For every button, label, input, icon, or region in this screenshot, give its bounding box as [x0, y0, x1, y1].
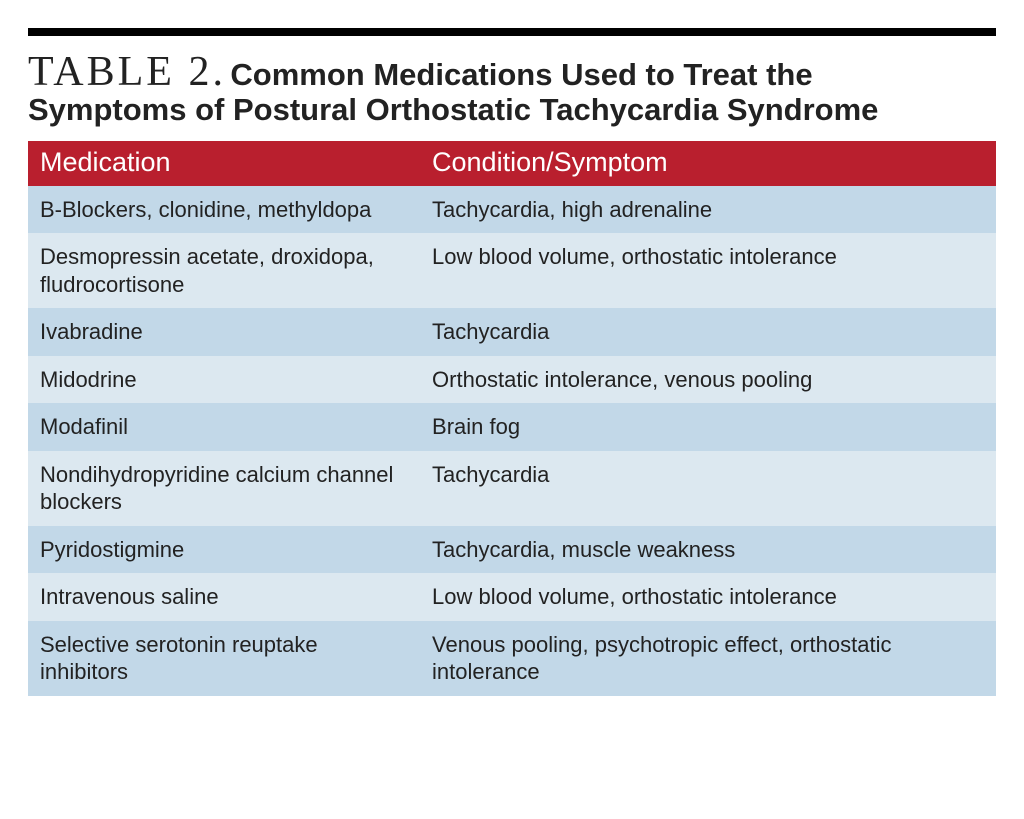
cell-condition: Low blood volume, orthostatic intoleranc…: [420, 233, 996, 308]
cell-condition: Venous pooling, psychotropic effect, ort…: [420, 621, 996, 696]
table-body: B-Blockers, clonidine, methyldopaTachyca…: [28, 186, 996, 696]
cell-condition: Tachycardia, high adrenaline: [420, 186, 996, 234]
table-number-label: TABLE 2.: [28, 49, 226, 95]
cell-medication: B-Blockers, clonidine, methyldopa: [28, 186, 420, 234]
cell-medication: Modafinil: [28, 403, 420, 451]
cell-medication: Selective serotonin reuptake inhibitors: [28, 621, 420, 696]
table-title-line1: Common Medications Used to Treat the: [230, 57, 812, 92]
table-row: ModafinilBrain fog: [28, 403, 996, 451]
table-row: Selective serotonin reuptake inhibitorsV…: [28, 621, 996, 696]
cell-condition: Orthostatic intolerance, venous pooling: [420, 356, 996, 404]
cell-medication: Ivabradine: [28, 308, 420, 356]
page-wrap: TABLE 2. Common Medications Used to Trea…: [0, 0, 1024, 696]
cell-medication: Nondihydropyridine calcium channel block…: [28, 451, 420, 526]
cell-condition: Brain fog: [420, 403, 996, 451]
cell-condition: Tachycardia: [420, 451, 996, 526]
medications-table: Medication Condition/Symptom B-Blockers,…: [28, 141, 996, 696]
top-rule: [28, 28, 996, 36]
table-row: Intravenous salineLow blood volume, orth…: [28, 573, 996, 621]
table-header-row: Medication Condition/Symptom: [28, 141, 996, 186]
table-row: MidodrineOrthostatic intolerance, venous…: [28, 356, 996, 404]
cell-medication: Intravenous saline: [28, 573, 420, 621]
table-row: IvabradineTachycardia: [28, 308, 996, 356]
col-header-condition: Condition/Symptom: [420, 141, 996, 186]
table-title-line2: Symptoms of Postural Orthostatic Tachyca…: [28, 92, 878, 127]
table-row: B-Blockers, clonidine, methyldopaTachyca…: [28, 186, 996, 234]
cell-condition: Low blood volume, orthostatic intoleranc…: [420, 573, 996, 621]
table-row: Nondihydropyridine calcium channel block…: [28, 451, 996, 526]
table-row: PyridostigmineTachycardia, muscle weakne…: [28, 526, 996, 574]
col-header-medication: Medication: [28, 141, 420, 186]
cell-medication: Pyridostigmine: [28, 526, 420, 574]
table-row: Desmopressin acetate, droxidopa, fludroc…: [28, 233, 996, 308]
cell-medication: Midodrine: [28, 356, 420, 404]
table-title: TABLE 2. Common Medications Used to Trea…: [28, 50, 996, 127]
cell-medication: Desmopressin acetate, droxidopa, fludroc…: [28, 233, 420, 308]
cell-condition: Tachycardia: [420, 308, 996, 356]
cell-condition: Tachycardia, muscle weakness: [420, 526, 996, 574]
